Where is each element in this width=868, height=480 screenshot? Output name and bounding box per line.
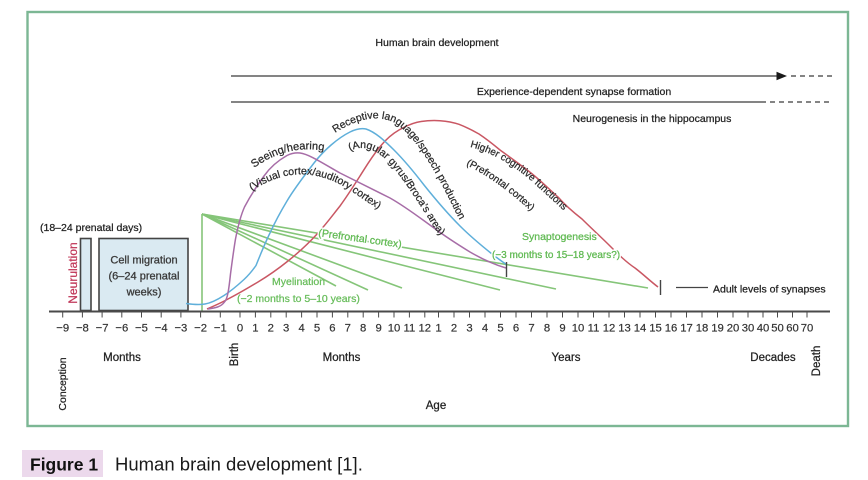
svg-text:0: 0: [237, 323, 243, 335]
svg-text:12: 12: [603, 323, 616, 335]
svg-text:9: 9: [375, 323, 381, 335]
svg-text:Synaptogenesis: Synaptogenesis: [522, 231, 597, 243]
svg-text:(−3 months to 15–18 years?): (−3 months to 15–18 years?): [492, 250, 620, 261]
svg-text:Adult levels of synapses: Adult levels of synapses: [713, 284, 826, 296]
svg-text:Death: Death: [811, 346, 823, 377]
svg-text:9: 9: [559, 323, 565, 335]
svg-text:Conception: Conception: [57, 357, 69, 410]
svg-text:Neurulation: Neurulation: [66, 242, 80, 303]
svg-text:−7: −7: [96, 323, 109, 335]
svg-text:Human brain development [1].: Human brain development [1].: [115, 454, 363, 475]
svg-text:3: 3: [283, 323, 289, 335]
svg-text:7: 7: [345, 323, 351, 335]
svg-text:−8: −8: [76, 323, 89, 335]
svg-text:18: 18: [696, 323, 709, 335]
svg-text:17: 17: [680, 323, 693, 335]
svg-text:−5: −5: [135, 323, 148, 335]
svg-text:19: 19: [711, 323, 724, 335]
svg-text:Figure 1: Figure 1: [30, 455, 98, 475]
svg-text:4: 4: [482, 323, 488, 335]
svg-text:8: 8: [544, 323, 550, 335]
svg-text:3: 3: [466, 323, 472, 335]
svg-text:6: 6: [513, 323, 519, 335]
svg-text:weeks): weeks): [126, 287, 162, 299]
svg-text:−1: −1: [214, 323, 227, 335]
svg-text:(18–24 prenatal days): (18–24 prenatal days): [40, 222, 142, 234]
svg-text:Cell migration: Cell migration: [110, 255, 177, 267]
svg-text:16: 16: [665, 323, 678, 335]
svg-text:Birth: Birth: [229, 343, 241, 367]
svg-text:Months: Months: [103, 352, 141, 364]
svg-text:Human brain development: Human brain development: [375, 37, 498, 49]
svg-text:4: 4: [298, 323, 304, 335]
svg-text:Neurogenesis in the hippocampu: Neurogenesis in the hippocampus: [573, 113, 732, 125]
svg-text:2: 2: [451, 323, 457, 335]
svg-text:−9: −9: [56, 323, 69, 335]
svg-text:Experience-dependent synapse f: Experience-dependent synapse formation: [477, 86, 672, 98]
svg-text:−4: −4: [155, 323, 168, 335]
svg-text:7: 7: [528, 323, 534, 335]
svg-text:40: 40: [757, 323, 770, 335]
svg-text:Age: Age: [426, 400, 446, 412]
svg-text:2: 2: [268, 323, 274, 335]
svg-text:11: 11: [404, 323, 416, 335]
svg-text:(−2 months to 5–10 years): (−2 months to 5–10 years): [237, 293, 360, 305]
svg-text:15: 15: [649, 323, 662, 335]
svg-text:13: 13: [618, 323, 631, 335]
svg-text:−2: −2: [194, 323, 207, 335]
svg-text:Months: Months: [323, 352, 361, 364]
svg-text:5: 5: [314, 323, 320, 335]
svg-text:(6–24 prenatal: (6–24 prenatal: [109, 271, 180, 283]
svg-text:70: 70: [801, 323, 814, 335]
svg-text:14: 14: [634, 323, 647, 335]
svg-text:−3: −3: [174, 323, 187, 335]
svg-text:10: 10: [572, 323, 585, 335]
svg-text:30: 30: [742, 323, 755, 335]
svg-text:Years: Years: [552, 352, 581, 364]
svg-text:5: 5: [497, 323, 503, 335]
svg-text:−6: −6: [115, 323, 128, 335]
svg-text:Decades: Decades: [750, 352, 796, 364]
svg-text:8: 8: [360, 323, 366, 335]
svg-text:(−3 months to 15–18 years?): (−3 months to 15–18 years?): [492, 250, 620, 261]
svg-text:1: 1: [435, 323, 441, 335]
svg-text:11: 11: [588, 323, 600, 335]
svg-text:1: 1: [252, 323, 258, 335]
svg-text:6: 6: [329, 323, 335, 335]
svg-text:60: 60: [786, 323, 799, 335]
svg-text:Synaptogenesis: Synaptogenesis: [522, 231, 597, 243]
svg-text:12: 12: [419, 323, 432, 335]
svg-text:20: 20: [727, 323, 740, 335]
svg-text:10: 10: [388, 323, 401, 335]
svg-text:50: 50: [771, 323, 784, 335]
svg-text:Myelination: Myelination: [272, 276, 325, 288]
